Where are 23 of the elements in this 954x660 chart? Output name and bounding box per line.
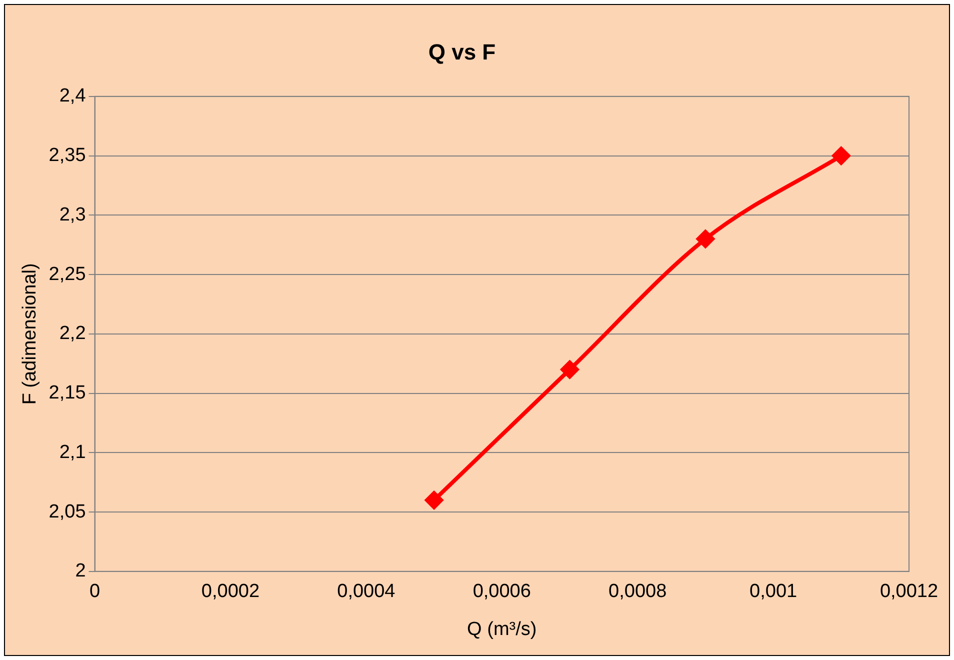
x-tick-label: 0: [89, 581, 100, 602]
y-tick-label: 2,1: [59, 442, 86, 463]
point: [832, 146, 850, 165]
y-tick-label: 2,2: [59, 323, 86, 344]
x-tick-label: 0,0008: [608, 581, 667, 602]
y-tick-label: 2,4: [59, 86, 86, 107]
point: [560, 360, 579, 379]
y-axis-title: F (adimensional): [20, 263, 41, 405]
x-tick-label: 0,0004: [337, 581, 396, 602]
y-tick-label: 2,25: [48, 264, 86, 285]
y-tick-label: 2: [75, 560, 86, 582]
x-tick-label: 0,001: [750, 581, 798, 602]
x-tick-label: 0,0012: [880, 581, 938, 602]
y-tick-label: 2,35: [48, 145, 86, 166]
point: [425, 491, 444, 510]
y-tick-label: 2,3: [59, 204, 86, 226]
point: [696, 230, 714, 248]
y-tick-label: 2,15: [48, 382, 86, 404]
x-tick-label: 0,0002: [201, 581, 260, 602]
x-tick-label: 0,0006: [472, 581, 531, 602]
y-tick-label: 2,05: [48, 501, 86, 522]
x-axis-title: Q (m³/s): [467, 618, 537, 640]
chart-title: Q vs F: [428, 39, 496, 64]
